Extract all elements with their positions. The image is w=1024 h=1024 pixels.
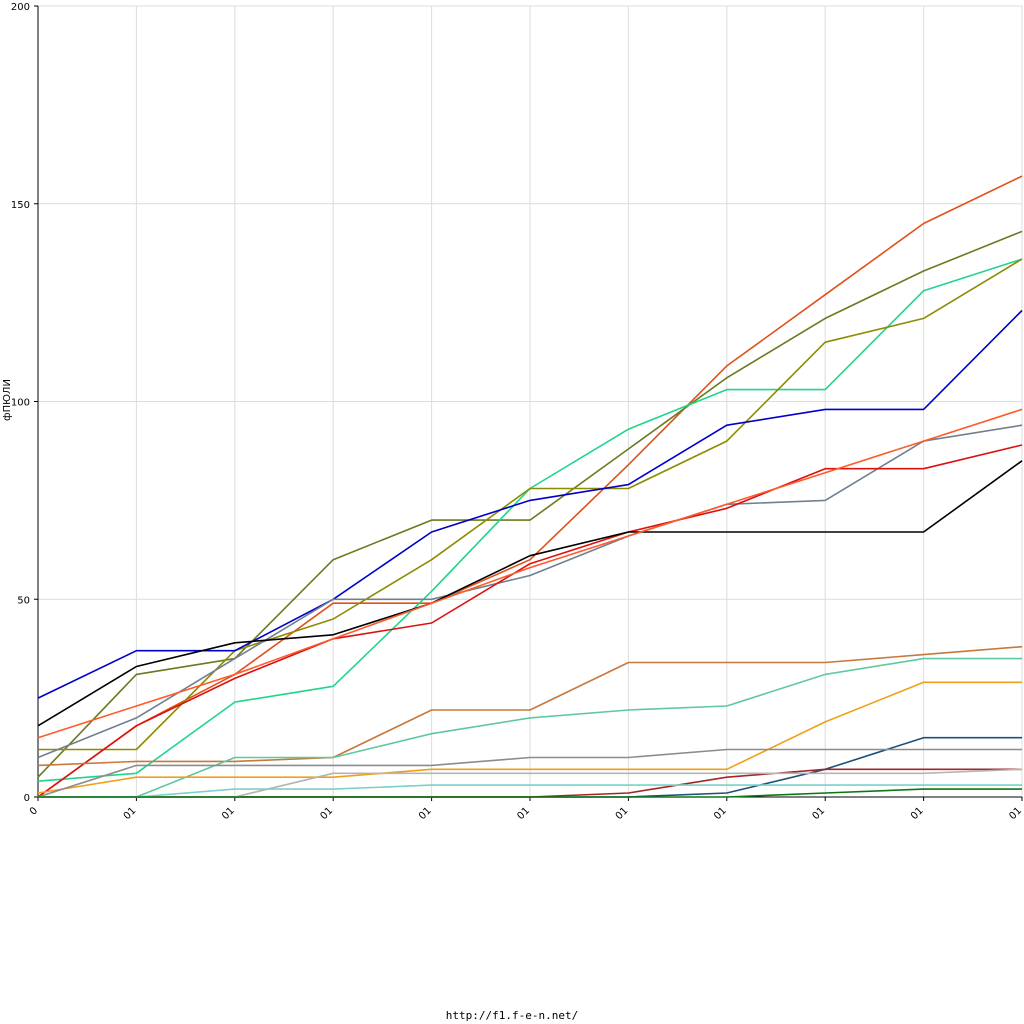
x-tick-label: 01 — [712, 805, 729, 822]
y-axis-label: фПЮЛИ — [2, 379, 13, 421]
y-tick-label: 0 — [24, 793, 30, 804]
y-tick-label: 200 — [11, 2, 30, 13]
source-url: http://f1.f-e-n.net/ — [445, 1009, 579, 1022]
y-tick-label: 150 — [11, 200, 30, 211]
x-tick-label: 01 — [319, 805, 336, 822]
x-tick-label: 01 — [614, 805, 631, 822]
series-line-11 — [38, 657, 1022, 798]
series-line-6 — [37, 424, 1023, 759]
series-line-12 — [37, 681, 1022, 794]
x-tick-label: 01 — [909, 805, 926, 822]
series-line-17 — [38, 784, 1022, 798]
x-tick-label: 0 — [28, 805, 40, 817]
x-tick-label: 01 — [122, 805, 139, 822]
series-line-2 — [37, 230, 1023, 778]
series-line-10 — [37, 645, 1023, 767]
y-tick-label: 50 — [17, 595, 30, 606]
series-line-18 — [38, 788, 1022, 798]
x-tick-label: 01 — [1007, 805, 1024, 822]
y-tick-label: 100 — [11, 398, 30, 409]
series-line-8 — [37, 460, 1023, 727]
x-tick-label: 01 — [220, 805, 237, 822]
series-line-4 — [38, 258, 1023, 751]
x-tick-label: 01 — [515, 805, 532, 822]
series-line-14 — [37, 748, 1022, 798]
x-tick-label: 01 — [811, 805, 828, 822]
x-tick-label: 01 — [417, 805, 434, 822]
series-line-1 — [37, 175, 1023, 798]
series-line-7 — [37, 444, 1023, 798]
series-line-9 — [37, 408, 1023, 739]
